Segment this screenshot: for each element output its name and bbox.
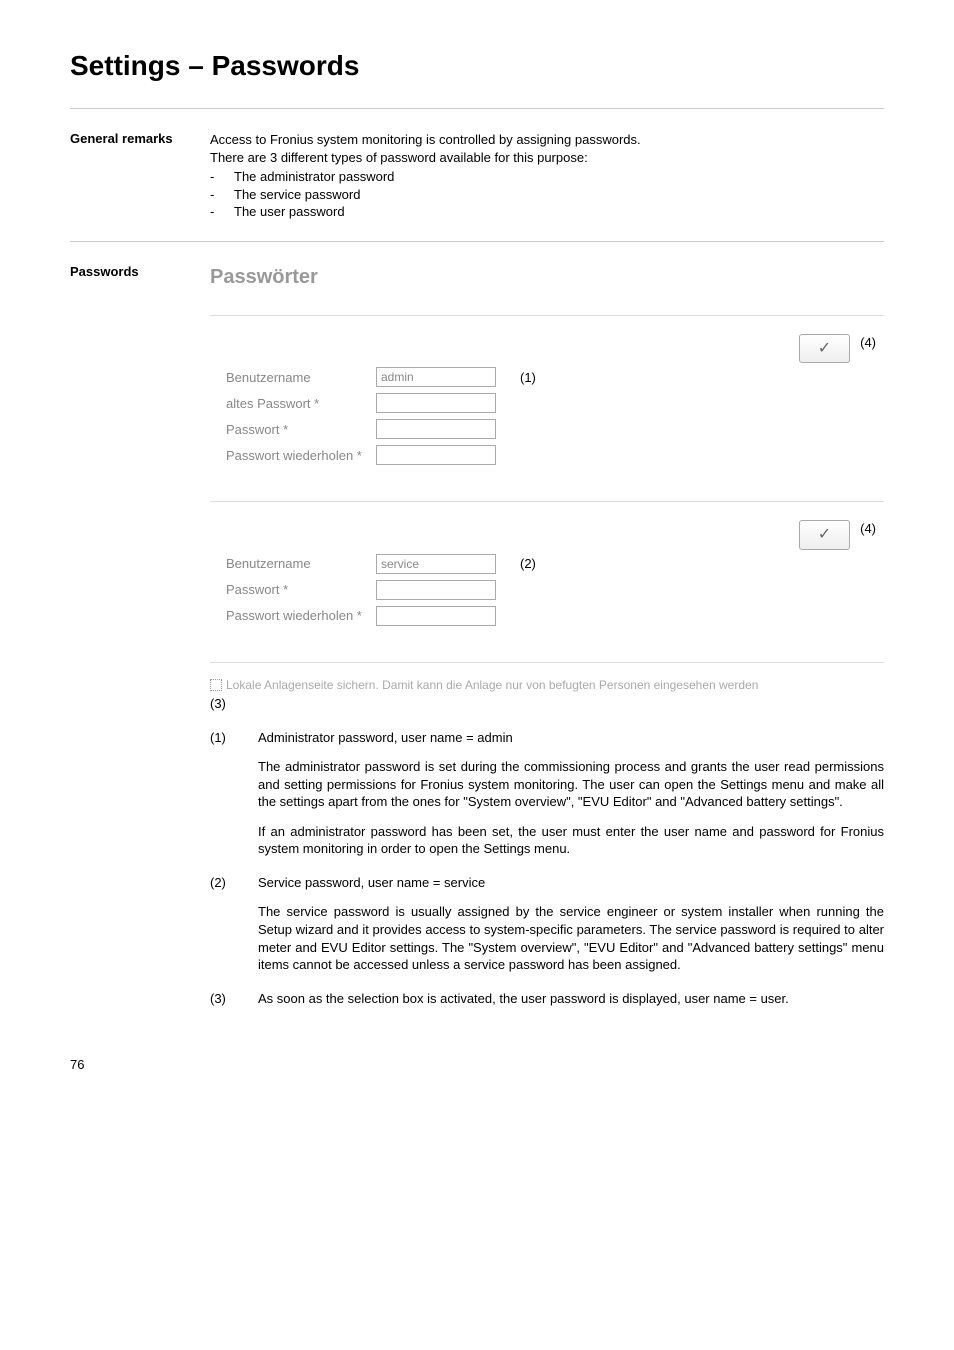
password-input[interactable] bbox=[376, 580, 496, 600]
label-username: Benutzername bbox=[226, 369, 376, 387]
check-icon: ✓ bbox=[818, 524, 831, 546]
explain-para: The service password is usually assigned… bbox=[258, 903, 884, 973]
annotation-4: (4) bbox=[860, 520, 876, 550]
page-title: Settings – Passwords bbox=[70, 50, 884, 82]
explain-item-1: (1) Administrator password, user name = … bbox=[210, 729, 884, 747]
old-password-input[interactable] bbox=[376, 393, 496, 413]
label-password: Passwort * bbox=[226, 421, 376, 439]
label-password: Passwort * bbox=[226, 581, 376, 599]
username-input[interactable] bbox=[376, 554, 496, 574]
confirm-button[interactable]: ✓ bbox=[799, 520, 850, 550]
checkbox-icon[interactable] bbox=[210, 679, 222, 691]
explain-para: If an administrator password has been se… bbox=[258, 823, 884, 858]
label-username: Benutzername bbox=[226, 555, 376, 573]
general-remarks-heading: General remarks bbox=[70, 131, 210, 221]
screenshot-title: Passwörter bbox=[210, 264, 884, 291]
explain-item-2: (2) Service password, user name = servic… bbox=[210, 874, 884, 892]
check-icon: ✓ bbox=[818, 338, 831, 360]
divider bbox=[70, 241, 884, 242]
passwords-heading: Passwords bbox=[70, 264, 210, 1007]
admin-panel: ✓ (4) Benutzername (1) altes Passwort * … bbox=[210, 315, 884, 498]
label-password-repeat: Passwort wiederholen * bbox=[226, 607, 376, 625]
password-repeat-input[interactable] bbox=[376, 445, 496, 465]
intro-line-2: There are 3 different types of password … bbox=[210, 149, 884, 167]
bullet-item: -The user password bbox=[210, 203, 884, 221]
checkbox-label: Lokale Anlagenseite sichern. Damit kann … bbox=[226, 677, 758, 693]
general-remarks-section: General remarks Access to Fronius system… bbox=[70, 131, 884, 221]
annotation-3: (3) bbox=[210, 695, 884, 713]
bullet-item: -The service password bbox=[210, 186, 884, 204]
annotation-2: (2) bbox=[520, 555, 536, 573]
label-old-password: altes Passwort * bbox=[226, 395, 376, 413]
username-input[interactable] bbox=[376, 367, 496, 387]
confirm-button[interactable]: ✓ bbox=[799, 334, 850, 364]
password-repeat-input[interactable] bbox=[376, 606, 496, 626]
passwords-section: Passwords Passwörter ✓ (4) Benutzername … bbox=[70, 264, 884, 1007]
bullet-item: -The administrator password bbox=[210, 168, 884, 186]
annotation-4: (4) bbox=[860, 334, 876, 364]
intro-line-1: Access to Fronius system monitoring is c… bbox=[210, 131, 884, 149]
explain-para: The administrator password is set during… bbox=[258, 758, 884, 811]
annotation-1: (1) bbox=[520, 369, 536, 387]
secure-checkbox-row[interactable]: Lokale Anlagenseite sichern. Damit kann … bbox=[210, 662, 884, 693]
explain-item-3: (3) As soon as the selection box is acti… bbox=[210, 990, 884, 1008]
label-password-repeat: Passwort wiederholen * bbox=[226, 447, 376, 465]
password-input[interactable] bbox=[376, 419, 496, 439]
page-number: 76 bbox=[70, 1057, 884, 1072]
service-panel: ✓ (4) Benutzername (2) Passwort * Passwo… bbox=[210, 501, 884, 658]
divider bbox=[70, 108, 884, 109]
